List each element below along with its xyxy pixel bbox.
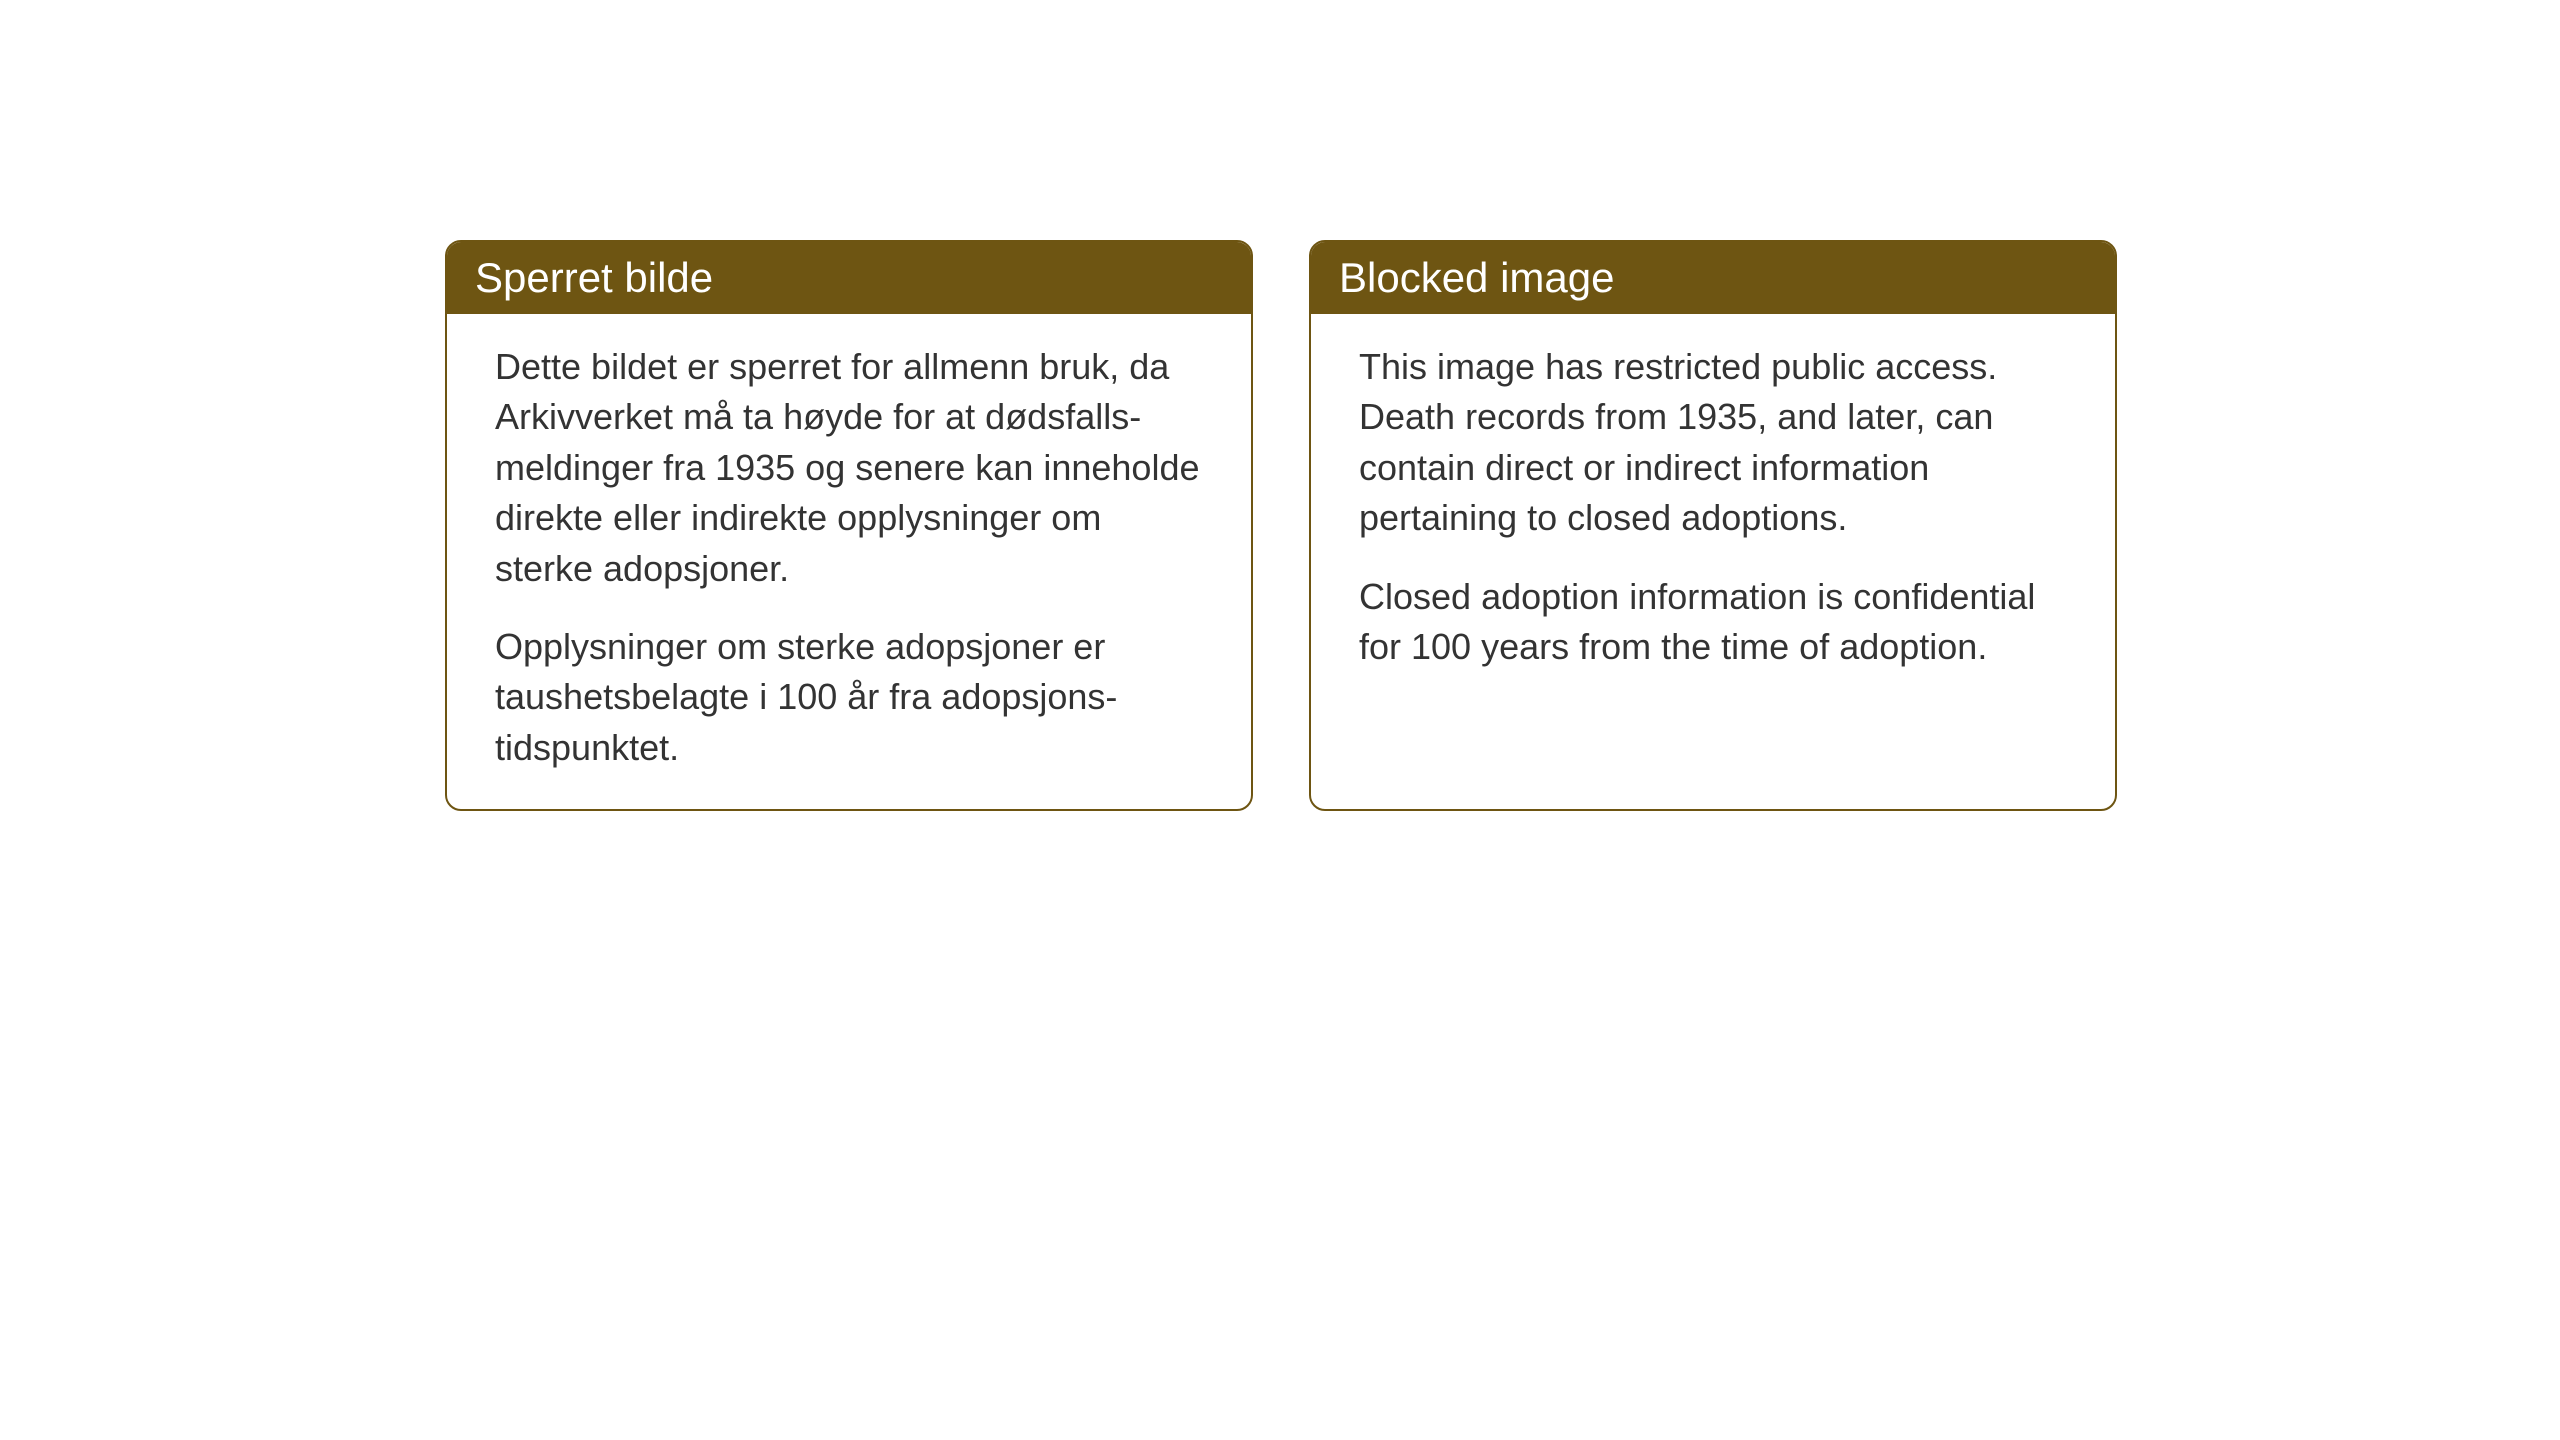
card-title: Blocked image — [1339, 254, 1614, 301]
card-paragraph: Closed adoption information is confident… — [1359, 572, 2067, 673]
card-body-english: This image has restricted public access.… — [1311, 314, 2115, 708]
card-paragraph: This image has restricted public access.… — [1359, 342, 2067, 544]
card-body-norwegian: Dette bildet er sperret for allmenn bruk… — [447, 314, 1251, 809]
card-title: Sperret bilde — [475, 254, 713, 301]
card-header-english: Blocked image — [1311, 242, 2115, 314]
card-header-norwegian: Sperret bilde — [447, 242, 1251, 314]
notice-cards-container: Sperret bilde Dette bildet er sperret fo… — [445, 240, 2117, 811]
notice-card-norwegian: Sperret bilde Dette bildet er sperret fo… — [445, 240, 1253, 811]
card-paragraph: Dette bildet er sperret for allmenn bruk… — [495, 342, 1203, 594]
card-paragraph: Opplysninger om sterke adopsjoner er tau… — [495, 622, 1203, 773]
notice-card-english: Blocked image This image has restricted … — [1309, 240, 2117, 811]
